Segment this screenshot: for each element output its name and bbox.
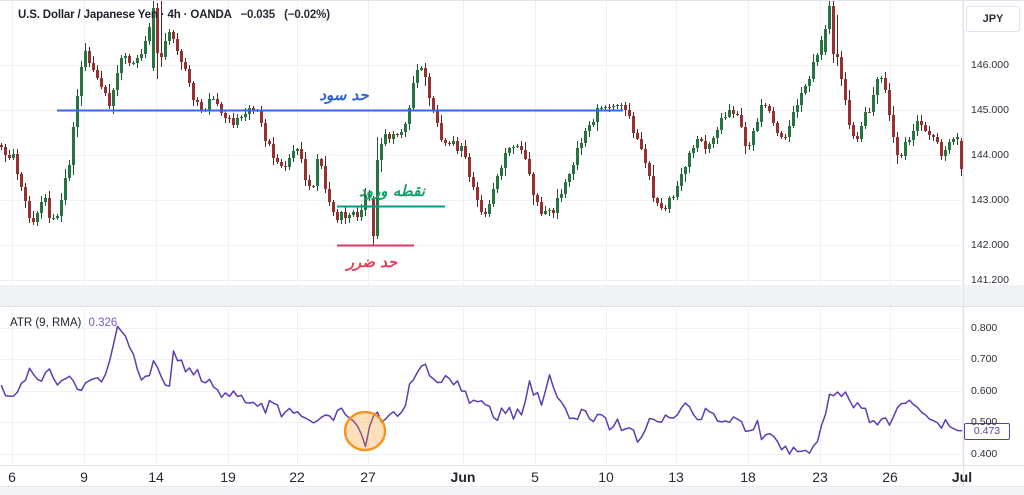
date-tick-label: 10 [598,469,614,485]
date-tick-label: 22 [289,469,305,485]
up-candle-bodies [12,6,959,236]
down-candle-bodies [0,6,963,236]
pane-separator-border [0,306,1024,307]
chart-title[interactable]: U.S. Dollar / Japanese Yen · 4h · OANDA … [18,9,330,21]
date-tick-label: Jun [450,469,476,485]
indicator-value: 0.326 [88,317,118,329]
atr-line[interactable] [0,325,963,455]
date-tick-label: 26 [882,469,898,485]
indicator-tick-label: 0.800 [971,321,998,334]
title-separator-1: · [160,9,165,21]
date-tick-label: 5 [531,469,539,485]
title-separator-2: · [183,9,188,21]
timeframe-label[interactable]: 4h [167,9,181,21]
price-tick-label: 143.000 [971,193,1009,206]
stop-loss-label[interactable]: حد ضرر [346,253,398,271]
indicator-name[interactable]: ATR (9, RMA) [10,317,82,329]
price-tick-label: 144.000 [971,148,1009,161]
date-tick-label: 27 [360,469,376,485]
indicator-last-value-box: 0.473 [964,422,1010,440]
price-change-percent: (−0.02%) [284,9,330,21]
price-tick-label: 141.200 [971,274,1009,287]
widget-bottom-border [0,486,1024,487]
highlight-circle[interactable] [343,410,387,452]
down-candle-wicks [1,0,962,245]
symbol-name[interactable]: U.S. Dollar / Japanese Yen [18,9,158,21]
price-tick-label: 145.000 [971,104,1009,117]
date-tick-label: Jul [951,469,973,485]
page-background-strip [0,486,1024,495]
pane-separator[interactable] [0,285,1024,306]
date-tick-label: 19 [220,469,236,485]
candlestick-series [0,0,963,245]
price-change: −0.035 [240,9,276,21]
indicator-tick-label: 0.600 [971,384,998,397]
date-tick-label: 13 [668,469,684,485]
indicator-tick-label: 0.700 [971,353,998,366]
date-tick-label: 18 [740,469,756,485]
currency-badge[interactable]: JPY [966,6,1020,32]
indicator-legend[interactable]: ATR (9, RMA) 0.326 [10,317,117,329]
date-tick-label: 14 [148,469,164,485]
indicator-tick-label: 0.400 [971,447,998,460]
date-tick-label: 23 [812,469,828,485]
exchange-label: OANDA [190,9,232,21]
price-tick-label: 146.000 [971,59,1009,72]
indicator-tick-label: 0.500 [971,416,998,429]
grid-lines [0,0,963,465]
take-profit-label[interactable]: حد سود [319,86,369,104]
date-tick-label: 9 [80,469,88,485]
entry-point-label[interactable]: نقطه ورود [359,182,425,200]
date-tick-label: 6 [8,469,16,485]
price-tick-label: 142.000 [971,238,1009,251]
